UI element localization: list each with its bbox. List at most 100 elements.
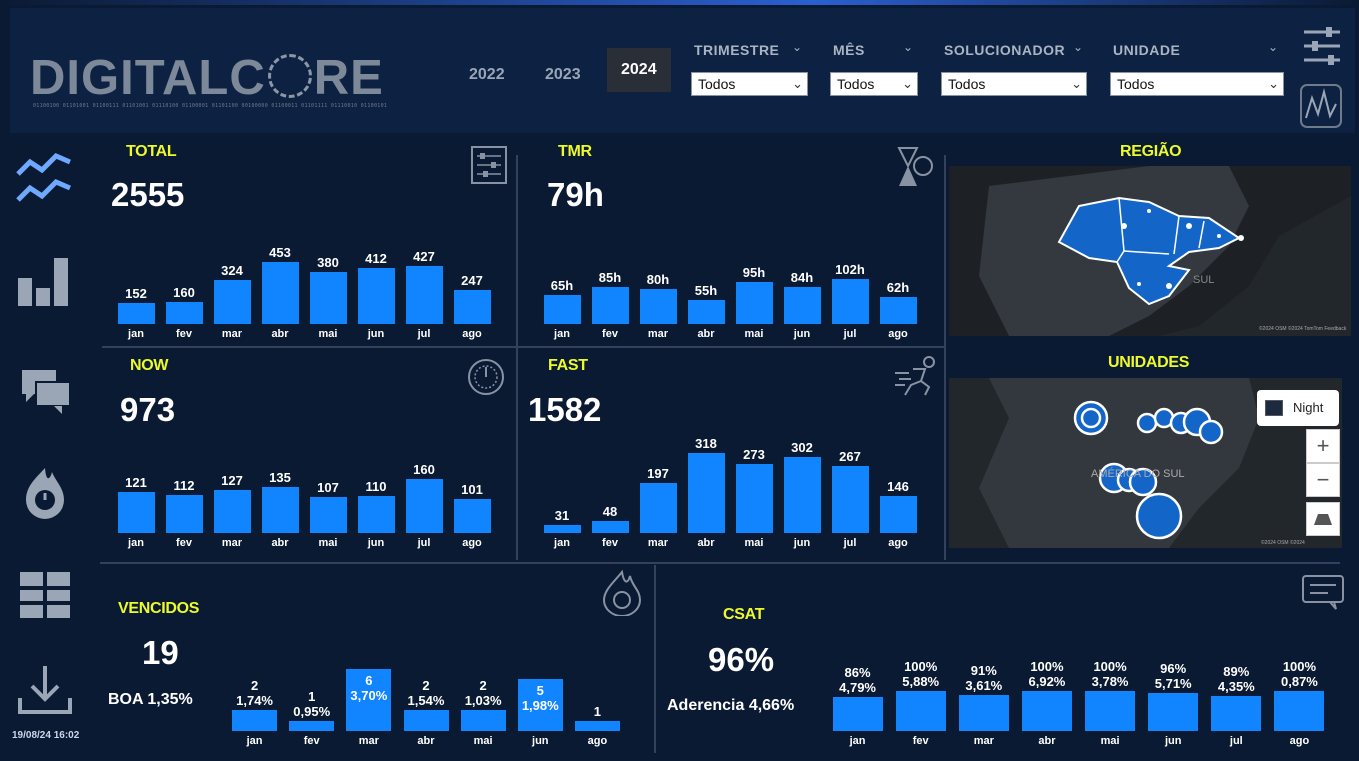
bar-csat-jul[interactable] (1211, 695, 1262, 731)
bar-vencidos-jan[interactable] (232, 710, 278, 731)
bar-total-jul[interactable] (405, 265, 443, 324)
bar-csat-fev[interactable] (895, 691, 946, 731)
bar-fast-fev[interactable] (591, 520, 629, 533)
x-tick-label: ago (462, 537, 482, 549)
runner-icon (895, 356, 935, 396)
bar-total-mar[interactable] (213, 279, 251, 324)
data-label: 100% 3,78% (1091, 659, 1129, 689)
bar-fast-mar[interactable] (639, 483, 677, 533)
fire-timer-icon[interactable] (16, 464, 74, 522)
map-style-label: Night (1293, 400, 1324, 415)
data-label: 247 (461, 273, 483, 289)
bar-vencidos-mai[interactable] (460, 710, 506, 731)
zoom-in-button[interactable]: + (1306, 429, 1340, 463)
data-label: 95h (742, 265, 766, 281)
chevron-down-icon[interactable]: ⌄ (792, 40, 803, 54)
data-label: 146 (887, 479, 909, 495)
bar-tmr-abr[interactable] (687, 299, 725, 324)
bar-fast-mai[interactable] (735, 464, 773, 533)
data-label: 6 3,70% (350, 673, 388, 703)
x-tick-label: mai (1100, 735, 1120, 747)
bar-now-jun[interactable] (357, 495, 395, 533)
bar-now-jul[interactable] (405, 479, 443, 533)
bar-fast-abr[interactable] (687, 453, 725, 533)
year-2022-button[interactable]: 2022 (469, 66, 505, 83)
now-value: 973 (120, 391, 176, 428)
bar-now-mar[interactable] (213, 490, 251, 533)
bar-csat-jan[interactable] (832, 697, 883, 731)
filter-trimestre-select[interactable]: Todos ⌄ (691, 72, 808, 96)
bar-tmr-fev[interactable] (591, 286, 629, 324)
filter-solucionador-select[interactable]: Todos ⌄ (941, 72, 1087, 96)
bar-vencidos-fev[interactable] (289, 720, 335, 731)
bar-vencidos-mar[interactable] (346, 669, 392, 731)
bar-now-jan[interactable] (117, 492, 155, 533)
bar-csat-mar[interactable] (958, 694, 1009, 731)
x-tick-label: jul (417, 328, 431, 340)
x-tick-label: jan (128, 537, 144, 549)
bar-total-jan[interactable] (117, 303, 155, 324)
x-tick-label: jul (843, 328, 857, 340)
chevron-down-icon[interactable]: ⌄ (903, 40, 914, 54)
bar-total-fev[interactable] (165, 302, 203, 324)
bar-fast-ago[interactable] (879, 496, 917, 533)
fast-bar-chart: 31 jan 48 fev 197 mar 318 abr 273 mai 302 jun 267 jul… (538, 436, 922, 549)
filter-mes-select[interactable]: Todos ⌄ (830, 72, 918, 96)
bar-tmr-ago[interactable] (879, 296, 917, 324)
data-label: 85h (598, 269, 622, 285)
regiao-map[interactable]: SUL ©2024 OSM ©2024 TomTom Feedback (949, 166, 1351, 336)
chevron-down-icon[interactable]: ⌄ (1073, 40, 1084, 54)
bar-fast-jun[interactable] (783, 457, 821, 533)
x-tick-label: abr (271, 537, 289, 549)
chevron-down-icon: ⌄ (792, 76, 803, 91)
bar-tmr-jul[interactable] (831, 279, 869, 324)
bar-fast-jan[interactable] (543, 525, 581, 533)
line-report-icon[interactable] (1300, 84, 1342, 128)
year-2023-button[interactable]: 2023 (545, 66, 581, 83)
data-label: 427 (413, 248, 435, 264)
x-tick-label: ago (462, 328, 482, 340)
chat-icon[interactable] (16, 362, 74, 420)
sliders-icon[interactable] (1302, 26, 1342, 66)
bar-chart-icon[interactable] (16, 252, 74, 310)
x-tick-label: ago (888, 537, 908, 549)
bar-tmr-mai[interactable] (735, 282, 773, 324)
bar-now-abr[interactable] (261, 487, 299, 533)
year-2024-button[interactable]: 2024 (607, 48, 671, 92)
bar-tmr-jun[interactable] (783, 286, 821, 324)
x-tick-label: abr (417, 735, 435, 747)
bar-fast-jul[interactable] (831, 465, 869, 533)
bar-csat-abr[interactable] (1021, 691, 1072, 731)
bar-total-ago[interactable] (453, 290, 491, 324)
bar-total-jun[interactable] (357, 267, 395, 324)
x-tick-label: mai (318, 328, 338, 340)
unidades-map[interactable]: AMÉRICA DO SUL Night + − ©2024 OSM ©2024 (949, 378, 1342, 548)
x-tick-label: mar (221, 537, 243, 549)
bar-now-ago[interactable] (453, 498, 491, 533)
download-icon[interactable] (16, 662, 74, 720)
bar-now-fev[interactable] (165, 495, 203, 533)
x-tick-label: mai (318, 537, 338, 549)
grid-icon[interactable] (16, 566, 74, 624)
zoom-out-button[interactable]: − (1306, 463, 1340, 497)
bar-tmr-jan[interactable] (543, 295, 581, 324)
bar-vencidos-jun[interactable] (517, 679, 563, 731)
x-tick-label: jan (554, 328, 570, 340)
bar-vencidos-ago[interactable] (574, 720, 620, 731)
bar-csat-ago[interactable] (1274, 691, 1325, 731)
bar-csat-mai[interactable] (1085, 691, 1136, 731)
bar-vencidos-abr[interactable] (403, 710, 449, 731)
data-label: 2 1,74% (236, 678, 273, 709)
bar-tmr-mar[interactable] (639, 288, 677, 324)
bar-csat-jun[interactable] (1148, 692, 1199, 731)
map-style-button[interactable]: Night (1257, 390, 1339, 426)
vencidos-boa: BOA 1,35% (108, 691, 193, 708)
line-chart-icon[interactable] (16, 150, 74, 208)
bar-total-abr[interactable] (261, 262, 299, 324)
x-tick-label: fev (602, 537, 618, 549)
bar-now-mai[interactable] (309, 496, 347, 533)
bar-total-mai[interactable] (309, 271, 347, 324)
tilt-button[interactable] (1306, 502, 1340, 536)
chevron-down-icon[interactable]: ⌄ (1268, 40, 1279, 54)
filter-unidade-select[interactable]: Todos ⌄ (1110, 72, 1284, 96)
